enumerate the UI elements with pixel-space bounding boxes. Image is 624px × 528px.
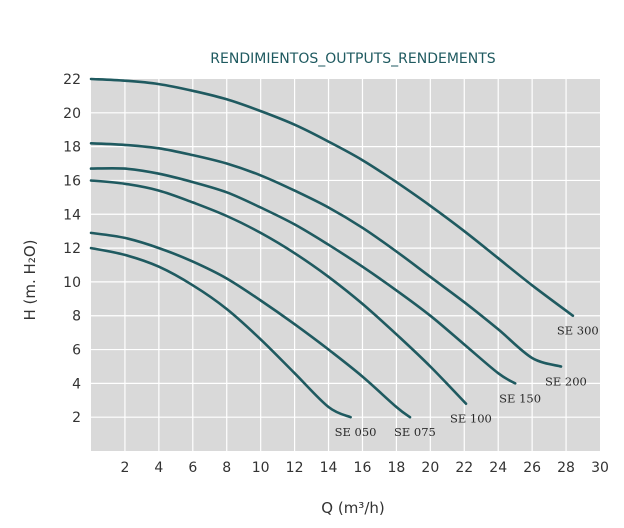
series-line <box>89 77 575 317</box>
x-tick-label: 28 <box>557 460 575 476</box>
x-tick-label: 30 <box>591 460 609 476</box>
x-axis-label: Q (m³/h) <box>321 499 384 517</box>
y-tick-label: 12 <box>63 241 81 257</box>
y-tick-label: 8 <box>72 309 81 325</box>
plot-area <box>91 79 600 451</box>
y-tick-label: 20 <box>63 106 81 122</box>
x-tick-label: 20 <box>421 460 439 476</box>
series-label: SE 075 <box>394 425 436 439</box>
series-line <box>89 231 412 419</box>
x-tick-label: 2 <box>120 460 129 476</box>
series-label: SE 300 <box>557 324 599 338</box>
curves <box>89 77 575 419</box>
series-line <box>89 179 468 405</box>
series-label: SE 100 <box>450 412 492 426</box>
x-tick-label: 4 <box>154 460 163 476</box>
x-tick-label: 24 <box>489 460 507 476</box>
y-tick-label: 6 <box>72 343 81 359</box>
x-tick-label: 26 <box>523 460 541 476</box>
y-tick-label: 4 <box>72 376 81 392</box>
x-tick-label: 12 <box>286 460 304 476</box>
series-label: SE 200 <box>545 374 587 388</box>
series-line <box>89 142 563 368</box>
y-tick-label: 10 <box>63 275 81 291</box>
x-tick-label: 14 <box>320 460 338 476</box>
x-tick-label: 6 <box>188 460 197 476</box>
x-tick-label: 22 <box>455 460 473 476</box>
series-label: SE 050 <box>335 425 377 439</box>
y-tick-label: 14 <box>63 207 81 223</box>
y-axis-ticks: 2 4 6 8 10 12 14 16 18 20 22 <box>63 72 81 426</box>
x-tick-label: 8 <box>222 460 231 476</box>
y-tick-label: 2 <box>72 410 81 426</box>
x-axis-ticks: 2 4 6 8 10 12 14 16 18 20 22 24 26 28 30 <box>120 460 608 476</box>
x-tick-label: 16 <box>354 460 372 476</box>
y-tick-label: 16 <box>63 173 81 189</box>
series-line <box>89 246 352 419</box>
x-tick-label: 10 <box>252 460 270 476</box>
y-tick-label: 18 <box>63 140 81 156</box>
chart-title: RENDIMIENTOS_OUTPUTS_RENDEMENTS <box>210 51 496 67</box>
series-labels: SE 050 SE 075 SE 100 SE 150 SE 200 SE 300 <box>335 324 599 439</box>
y-tick-label: 22 <box>63 72 81 88</box>
grid <box>91 79 600 451</box>
series-label: SE 150 <box>499 391 541 405</box>
y-axis-label: H (m. H₂O) <box>21 240 39 321</box>
series-line <box>89 166 517 385</box>
x-tick-label: 18 <box>387 460 405 476</box>
